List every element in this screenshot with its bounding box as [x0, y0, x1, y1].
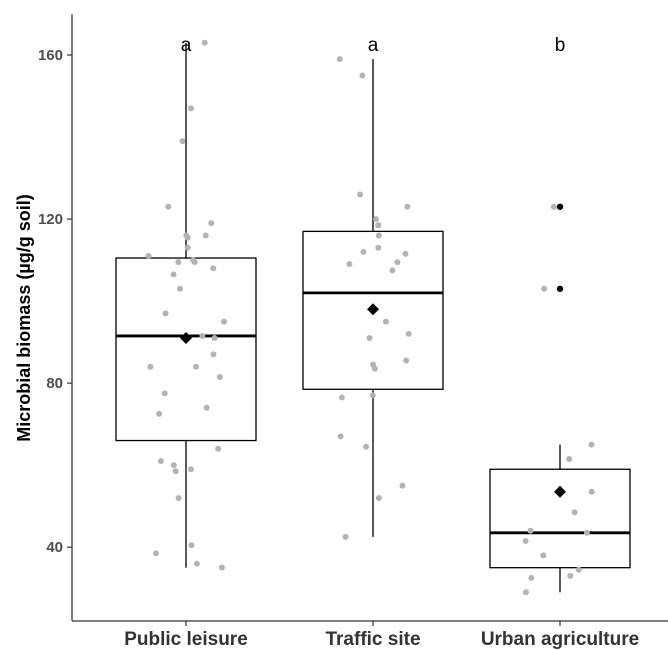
data-point [170, 462, 177, 469]
data-point [399, 482, 406, 489]
data-point [147, 363, 154, 370]
y-axis-ticks: 40 80 120 160 [38, 47, 72, 556]
data-point [360, 248, 367, 255]
data-point [583, 529, 590, 536]
data-point [161, 390, 168, 397]
data-point [145, 252, 152, 259]
data-point [588, 441, 595, 448]
x-tick-label: Public leisure [124, 629, 248, 650]
data-point [372, 216, 379, 223]
data-point [575, 566, 582, 573]
data-point [375, 222, 382, 229]
data-point [188, 105, 195, 112]
data-point [215, 445, 222, 452]
x-axis-ticks: Public leisure Traffic site Urban agricult… [124, 621, 639, 650]
data-point [165, 203, 172, 210]
x-tick-label: Traffic site [325, 629, 420, 650]
data-point [366, 335, 373, 342]
data-point [528, 574, 535, 581]
data-point [403, 357, 410, 364]
data-point [540, 552, 547, 559]
data-point [389, 267, 396, 274]
data-point [566, 455, 573, 462]
data-point [179, 138, 186, 145]
data-point [522, 538, 529, 545]
data-point [363, 443, 370, 450]
data-point [170, 271, 177, 278]
data-point [402, 250, 409, 257]
data-point [192, 363, 199, 370]
mean-marker [180, 332, 192, 345]
data-point [191, 259, 198, 266]
data-point [338, 394, 345, 401]
data-point [527, 527, 534, 534]
box-group: a [302, 35, 444, 540]
data-point [336, 56, 343, 63]
data-point [152, 550, 159, 557]
data-point [346, 261, 353, 268]
data-point [221, 318, 228, 325]
mean-marker [554, 485, 566, 498]
significance-letter: a [368, 35, 379, 56]
data-point [359, 72, 366, 79]
data-point [202, 232, 209, 239]
data-point [201, 39, 208, 46]
data-point [588, 488, 595, 495]
data-point [382, 318, 389, 325]
data-point [193, 560, 200, 567]
data-point [184, 234, 191, 241]
data-point [176, 285, 183, 292]
data-point [156, 410, 163, 417]
data-point [199, 332, 206, 339]
data-point [550, 203, 557, 210]
data-point [404, 203, 411, 210]
box-group: a [115, 35, 257, 571]
data-point [184, 244, 191, 251]
data-point [203, 404, 210, 411]
data-point [405, 330, 412, 337]
box-group: b [489, 35, 631, 596]
data-point [157, 458, 164, 465]
data-point [369, 392, 376, 399]
significance-letter: b [555, 35, 566, 56]
data-point [218, 564, 225, 571]
y-tick-label: 80 [46, 375, 63, 392]
data-point [216, 373, 223, 380]
significance-letter: a [181, 35, 192, 56]
outlier-point [556, 203, 564, 210]
data-point [211, 335, 218, 342]
data-point [342, 533, 349, 540]
mean-marker [367, 303, 379, 316]
data-point [210, 351, 217, 358]
y-tick-label: 40 [46, 539, 63, 556]
outlier-point [556, 285, 564, 292]
data-point [162, 310, 169, 317]
box-iqr [115, 257, 257, 442]
data-point [567, 572, 574, 579]
data-point [175, 259, 182, 266]
data-point [375, 494, 382, 501]
data-point [375, 244, 382, 251]
data-point [371, 365, 378, 372]
data-point [541, 285, 548, 292]
data-point [208, 220, 215, 227]
data-point [522, 589, 529, 596]
data-point [337, 433, 344, 440]
y-tick-label: 160 [38, 47, 63, 64]
data-point [187, 466, 194, 473]
data-point [357, 191, 364, 198]
y-axis-title: Microbial biomass (µg/g soil) [14, 194, 34, 441]
data-point [375, 232, 382, 239]
data-point [175, 494, 182, 501]
data-point [188, 542, 195, 549]
x-tick-label: Urban agriculture [481, 629, 639, 650]
box-iqr [489, 468, 631, 569]
data-point [210, 265, 217, 272]
y-tick-label: 120 [38, 211, 63, 228]
data-point [172, 468, 179, 475]
data-point [394, 259, 401, 266]
data-point [571, 509, 578, 516]
